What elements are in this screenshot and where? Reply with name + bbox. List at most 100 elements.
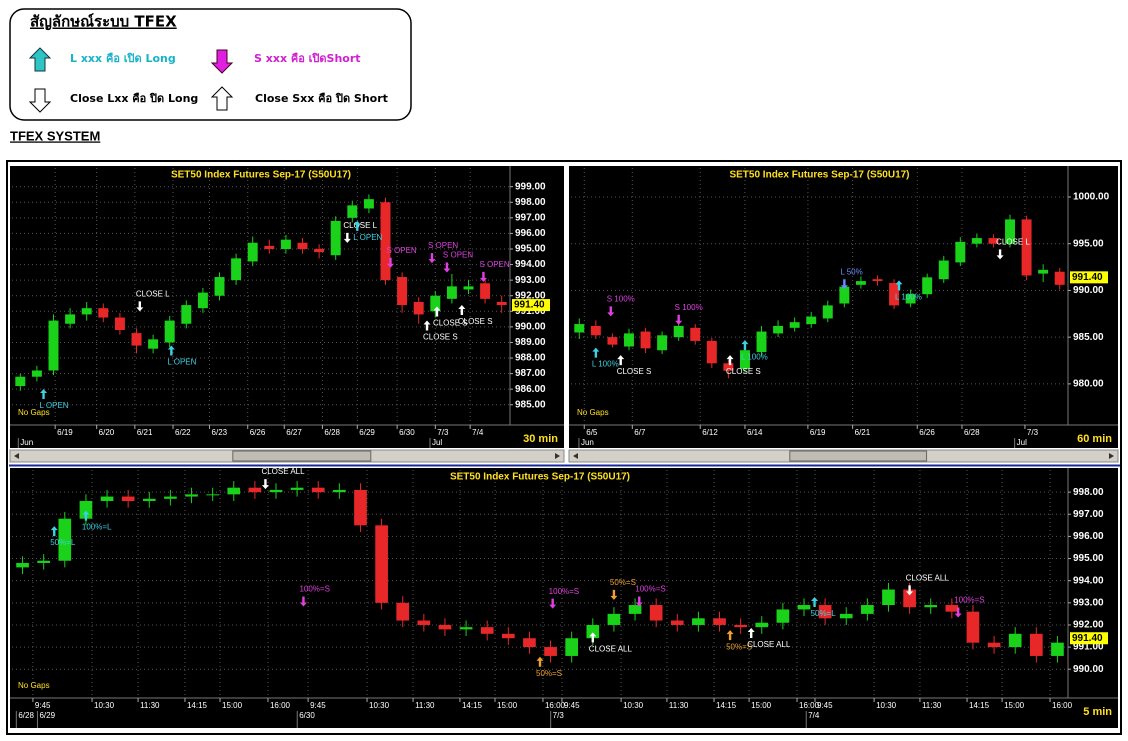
y-tick-label: 987.00 [515,368,546,379]
y-tick-label: 985.00 [515,399,546,410]
panel-background [10,166,564,448]
candle-body [501,633,515,639]
x-tick-label: 6/12 [702,428,718,437]
signal-arrow [50,526,58,537]
signal-label: S OPEN [386,246,416,255]
x-tick-label: 16:00 [1052,701,1073,710]
candle-body [247,242,258,262]
legend-text: Close Sxx คือ ปิด Short [255,92,388,105]
signal-label: CLOSE S [726,367,761,376]
candle-body [185,494,198,497]
candle-body [1038,269,1049,274]
candle-body [797,605,811,610]
candle-body [1054,271,1065,285]
signal-label: L OPEN [353,233,382,242]
candle-body [657,335,668,351]
x-tick-label: 6/29 [359,428,375,437]
signal-arrow [536,656,544,667]
candle-body [98,308,109,318]
y-tick-label: 990.00 [1073,285,1104,296]
section-title: TFEX SYSTEM [10,128,100,143]
candle-body [872,279,883,282]
x-tick-label: 14:15 [187,701,208,710]
signal-label: CLOSE ALL [589,644,633,653]
signal-label: 50%=S [726,642,752,651]
x-tick-label: 15:00 [497,701,518,710]
last-price-box [512,299,550,312]
signal-label: CLOSE L [343,221,377,230]
signal-label: S OPEN [428,241,458,250]
x-tick-label: 10:30 [876,701,897,710]
candle-body [280,239,291,249]
signal-arrow [617,355,625,366]
candle-body [773,325,784,334]
period-label: Jun [581,438,594,447]
candle-body [58,518,72,561]
candle-body [889,282,900,306]
candle-body [15,376,26,387]
y-tick-label: 997.00 [515,212,546,223]
candle-body [955,241,966,263]
candle-body [330,220,341,256]
signal-arrow [635,596,643,607]
x-tick-label: 6/19 [57,428,73,437]
candle-body [396,602,410,621]
candle-body [755,622,769,628]
signal-label: 50%=S [610,578,636,587]
signal-label: L 50% [840,267,862,276]
signal-arrow [423,320,431,331]
candle-body [164,320,175,343]
signal-arrow [353,220,361,231]
x-tick-label: 7/3 [1027,428,1039,437]
x-tick-label: 6/20 [99,428,115,437]
legend-arrow [28,47,52,72]
signal-label: S 100% [607,295,635,304]
candle-body [413,301,424,315]
signal-arrow [549,598,557,609]
signal-label: S OPEN [479,260,509,269]
last-price-label: 991.40 [1072,272,1103,283]
candle-body [607,337,618,345]
signal-label: CLOSE L [996,237,1030,246]
y-tick-label: 995.00 [515,244,546,255]
timeframe: 60 min [1077,433,1112,445]
signal-arrow [592,347,600,358]
signal-label: 100%=L [82,523,112,532]
y-tick-label: 998.00 [515,197,546,208]
x-tick-label: 6/19 [810,428,826,437]
signal-arrow [428,253,436,264]
candle-body [347,205,358,218]
y-tick-label: 995.00 [1073,553,1104,564]
x-tick-label: 11:30 [669,701,689,710]
signal-label: 100%=S [549,587,579,596]
candle-body [114,317,125,330]
y-tick-label: 999.00 [515,181,546,192]
signal-arrow [675,314,683,325]
signal-arrow [479,271,487,282]
signal-arrow [589,632,597,643]
x-tick-label: 14:15 [462,701,483,710]
signal-label: CLOSE ALL [261,467,305,476]
x-tick-label: 6/26 [919,428,935,437]
x-tick-label: 15:00 [751,701,772,710]
candle-body [756,331,767,353]
x-tick-label: 9:45 [564,701,580,710]
candle-body [48,320,59,371]
last-price-label: 991.40 [1072,633,1103,644]
y-tick-label: 990.00 [515,322,546,333]
chart-title: SET50 Index Futures Sep-17 (S50U17) [171,170,351,181]
candle-body [822,305,833,319]
signal-label: L OPEN [167,358,196,367]
signal-arrow [954,607,962,618]
note: No Gaps [18,408,50,417]
signal-label: CLOSE S [617,367,652,376]
candle-body [649,605,663,621]
period-label: 7/3 [553,711,565,720]
candle-body [16,562,29,568]
y-tick-label: 993.00 [1073,597,1104,608]
candle-body [290,487,304,490]
period-label: 6/29 [39,711,55,720]
signal-label: CLOSE S [458,317,493,326]
y-tick-label: 986.00 [515,384,546,395]
legend-text: L xxx คือ เปิด Long [70,52,176,65]
